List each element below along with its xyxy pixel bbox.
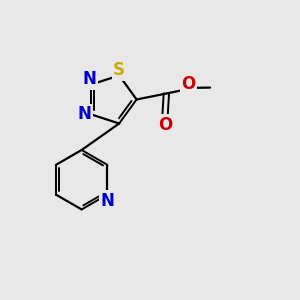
Text: N: N bbox=[77, 105, 91, 123]
Text: S: S bbox=[113, 61, 125, 79]
Text: O: O bbox=[182, 75, 196, 93]
Text: O: O bbox=[158, 116, 172, 134]
Text: N: N bbox=[82, 70, 96, 88]
Text: N: N bbox=[100, 191, 114, 209]
